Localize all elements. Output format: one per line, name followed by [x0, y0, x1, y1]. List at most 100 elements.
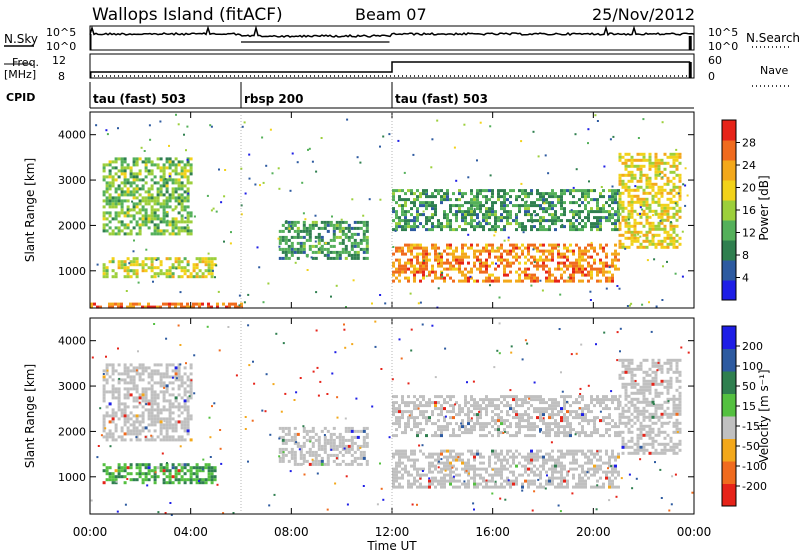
range-cell — [434, 213, 437, 217]
range-cell — [563, 401, 566, 405]
range-cell — [201, 302, 204, 306]
range-cell — [195, 263, 199, 267]
range-cell — [515, 476, 518, 480]
range-cell — [305, 238, 309, 242]
range-cell — [452, 485, 455, 489]
range-cell — [431, 243, 434, 247]
range-cell — [452, 279, 455, 283]
range-cell — [129, 472, 133, 476]
range-cell — [293, 459, 297, 463]
range-cell — [593, 470, 596, 474]
range-cell — [482, 401, 485, 405]
range-cell — [198, 466, 202, 470]
range-cell — [515, 464, 518, 468]
range-cell — [114, 302, 117, 306]
range-cell — [590, 458, 593, 462]
range-cell — [491, 228, 494, 232]
range-cell — [636, 451, 640, 455]
range-cell — [584, 204, 587, 208]
range-cell — [135, 414, 139, 418]
range-cell — [156, 226, 160, 230]
range-cell — [102, 175, 106, 179]
range-cell — [338, 444, 342, 448]
range-cell — [515, 425, 518, 429]
range-cell — [305, 232, 309, 236]
range-cell — [608, 476, 611, 480]
range-cell — [669, 179, 673, 183]
range-cell — [500, 422, 503, 426]
range-cell — [560, 192, 563, 196]
range-cell — [365, 247, 369, 251]
range-cell — [551, 407, 554, 411]
range-cell — [135, 269, 139, 273]
range-cell — [455, 198, 458, 202]
range-cell — [587, 249, 590, 253]
range-cell — [129, 369, 133, 373]
range-cell — [476, 419, 479, 423]
range-cell — [569, 422, 572, 426]
range-cell — [617, 455, 620, 459]
range-cell — [320, 447, 324, 451]
range-cell — [168, 417, 172, 421]
range-cell — [611, 213, 614, 217]
range-cell — [147, 157, 151, 161]
range-cell — [144, 157, 148, 161]
range-cell — [467, 470, 470, 474]
range-cell — [509, 455, 512, 459]
range-cell — [624, 206, 628, 210]
range-cell — [177, 393, 181, 397]
range-cell — [530, 216, 533, 220]
range-cell — [660, 185, 664, 189]
range-cell — [162, 381, 166, 385]
range-cell — [660, 245, 664, 249]
range-cell — [464, 228, 467, 232]
range-cell — [464, 431, 467, 435]
range-cell — [533, 470, 536, 474]
range-cell — [177, 366, 181, 370]
noise-cell — [397, 139, 400, 142]
range-cell — [392, 470, 395, 474]
range-cell — [317, 459, 321, 463]
range-cell — [503, 279, 506, 283]
range-cell — [141, 387, 145, 391]
range-cell — [353, 450, 357, 454]
range-cell — [642, 173, 646, 177]
range-cell — [150, 411, 154, 415]
range-cell — [678, 215, 682, 219]
range-cell — [621, 245, 625, 249]
range-cell — [120, 435, 124, 439]
range-cell — [636, 230, 640, 234]
range-cell — [491, 243, 494, 247]
range-cell — [168, 381, 172, 385]
range-cell — [341, 247, 345, 251]
range-cell — [452, 434, 455, 438]
range-cell — [590, 452, 593, 456]
range-cell — [479, 428, 482, 432]
range-cell — [467, 201, 470, 205]
range-cell — [563, 225, 566, 229]
noise-cell — [269, 128, 272, 131]
range-cell — [518, 404, 521, 408]
range-cell — [344, 220, 348, 224]
range-cell — [672, 155, 676, 159]
range-cell — [449, 464, 452, 468]
range-cell — [144, 305, 147, 309]
range-cell — [186, 408, 190, 412]
range-cell — [642, 451, 646, 455]
range-cell — [548, 452, 551, 456]
range-cell — [338, 235, 342, 239]
range-cell — [542, 458, 545, 462]
range-cell — [584, 452, 587, 456]
range-cell — [350, 247, 354, 251]
range-cell — [666, 230, 670, 234]
range-cell — [284, 447, 288, 451]
range-cell — [431, 455, 434, 459]
range-cell — [204, 257, 208, 261]
range-cell — [362, 441, 366, 445]
range-cell — [156, 272, 160, 276]
range-cell — [648, 152, 652, 156]
range-cell — [425, 473, 428, 477]
range-cell — [593, 198, 596, 202]
range-cell — [302, 220, 306, 224]
noise-cell — [520, 182, 523, 185]
